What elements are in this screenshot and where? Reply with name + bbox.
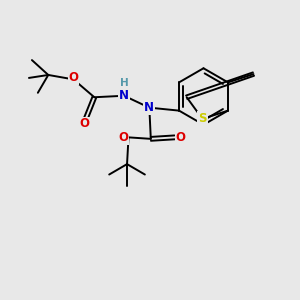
Text: S: S xyxy=(198,112,207,125)
Text: N: N xyxy=(144,101,154,114)
Text: O: O xyxy=(68,71,79,84)
Text: O: O xyxy=(118,131,128,144)
Text: O: O xyxy=(176,131,185,144)
Text: N: N xyxy=(119,89,129,102)
Text: O: O xyxy=(79,118,89,130)
Text: H: H xyxy=(120,78,129,88)
